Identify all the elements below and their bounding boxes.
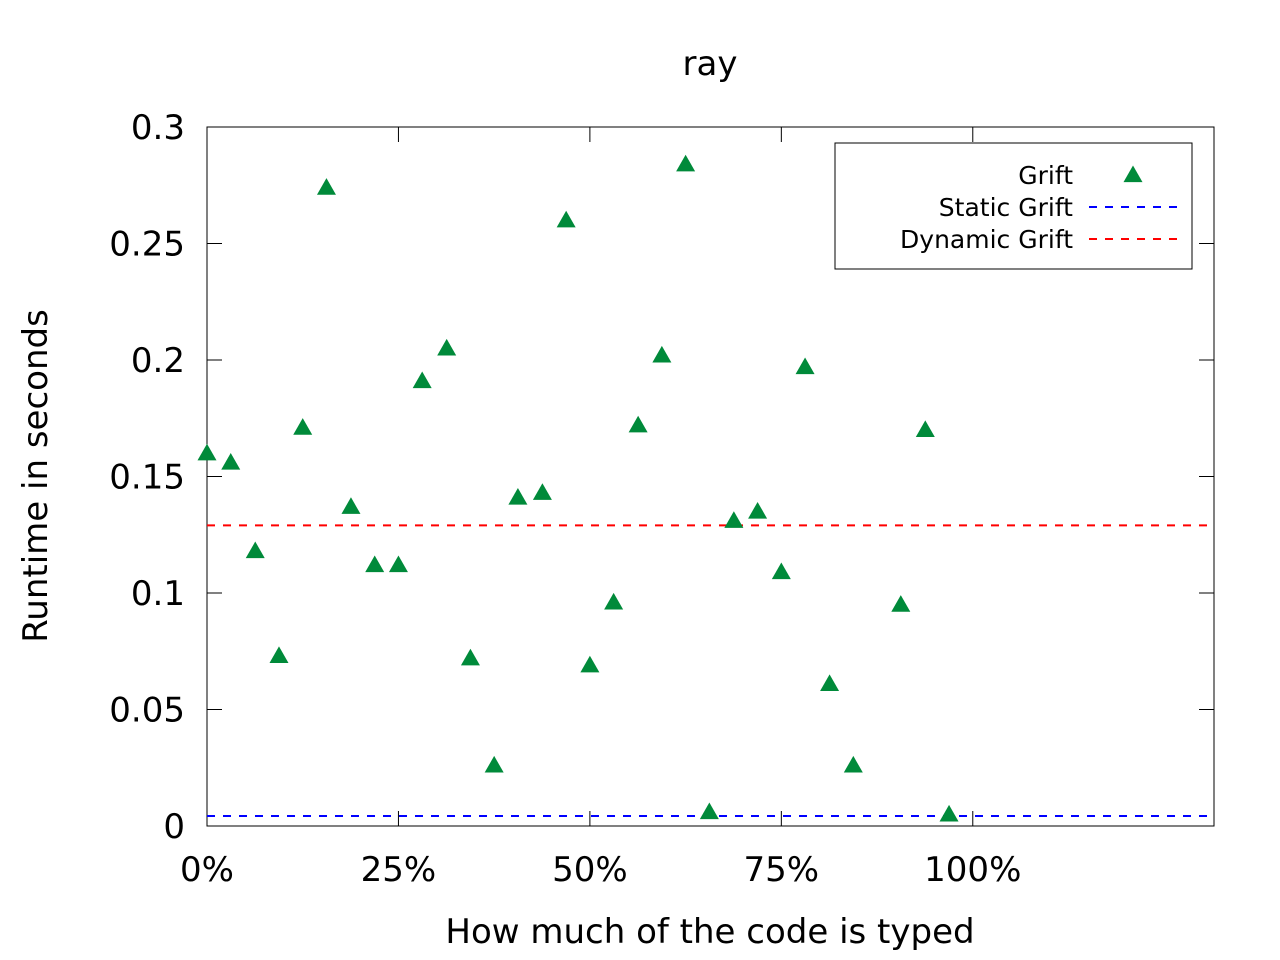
grift-point: [484, 755, 504, 773]
grift-point: [699, 802, 719, 820]
legend-label-dynamic-grift: Dynamic Grift: [900, 225, 1073, 254]
grift-point: [915, 420, 935, 438]
y-axis-label: Runtime in seconds: [16, 309, 56, 643]
x-tick-label: 50%: [552, 850, 628, 890]
grift-point: [891, 595, 911, 612]
grift-point: [939, 804, 959, 822]
grift-point: [508, 487, 528, 505]
grift-point: [795, 357, 815, 375]
grift-point: [748, 501, 768, 519]
grift-point: [771, 562, 791, 580]
grift-point: [197, 443, 217, 461]
legend-label-grift: Grift: [1018, 161, 1073, 190]
grift-point: [556, 210, 576, 228]
grift-point: [412, 371, 432, 389]
grift-point: [843, 755, 863, 773]
legend-label-static-grift: Static Grift: [939, 193, 1073, 222]
grift-point: [532, 483, 552, 500]
grift-point: [365, 555, 385, 573]
chart-title: ray: [683, 44, 738, 84]
x-tick-label: 25%: [361, 850, 437, 890]
grift-point: [604, 592, 624, 610]
grift-point: [341, 497, 361, 514]
grift-point: [316, 178, 336, 195]
grift-point: [460, 648, 480, 666]
x-tick-label: 0%: [180, 850, 234, 890]
grift-point: [293, 418, 313, 435]
y-tick-label: 0.05: [109, 691, 185, 731]
grift-point: [628, 415, 648, 433]
grift-point: [221, 453, 241, 470]
legend-box: [834, 142, 1193, 270]
y-tick-label: 0.25: [109, 225, 185, 265]
grift-point: [676, 154, 696, 172]
legend-marker-grift: [1123, 165, 1143, 183]
y-tick-label: 0.3: [131, 108, 185, 148]
y-tick-label: 0.1: [131, 574, 185, 614]
grift-point: [580, 655, 600, 673]
y-tick-label: 0: [163, 807, 185, 847]
grift-point: [245, 541, 265, 559]
grift-point: [652, 345, 672, 363]
x-tick-label: 100%: [924, 850, 1021, 890]
x-tick-label: 75%: [744, 850, 820, 890]
x-axis-label: How much of the code is typed: [445, 912, 974, 952]
grift-point: [820, 674, 840, 691]
plot-area: 0 0.05 0.1 0.15 0.2 0.25 0.3 0% 25% 50% 75% 100%: [109, 108, 1215, 890]
grift-point: [388, 555, 408, 573]
y-tick-label: 0.15: [109, 458, 185, 498]
grift-point: [724, 511, 744, 528]
legend: Grift Static Grift Dynamic Grift: [834, 142, 1193, 270]
y-tick-label: 0.2: [131, 341, 185, 381]
grift-point: [437, 338, 457, 356]
grift-point: [269, 646, 289, 664]
